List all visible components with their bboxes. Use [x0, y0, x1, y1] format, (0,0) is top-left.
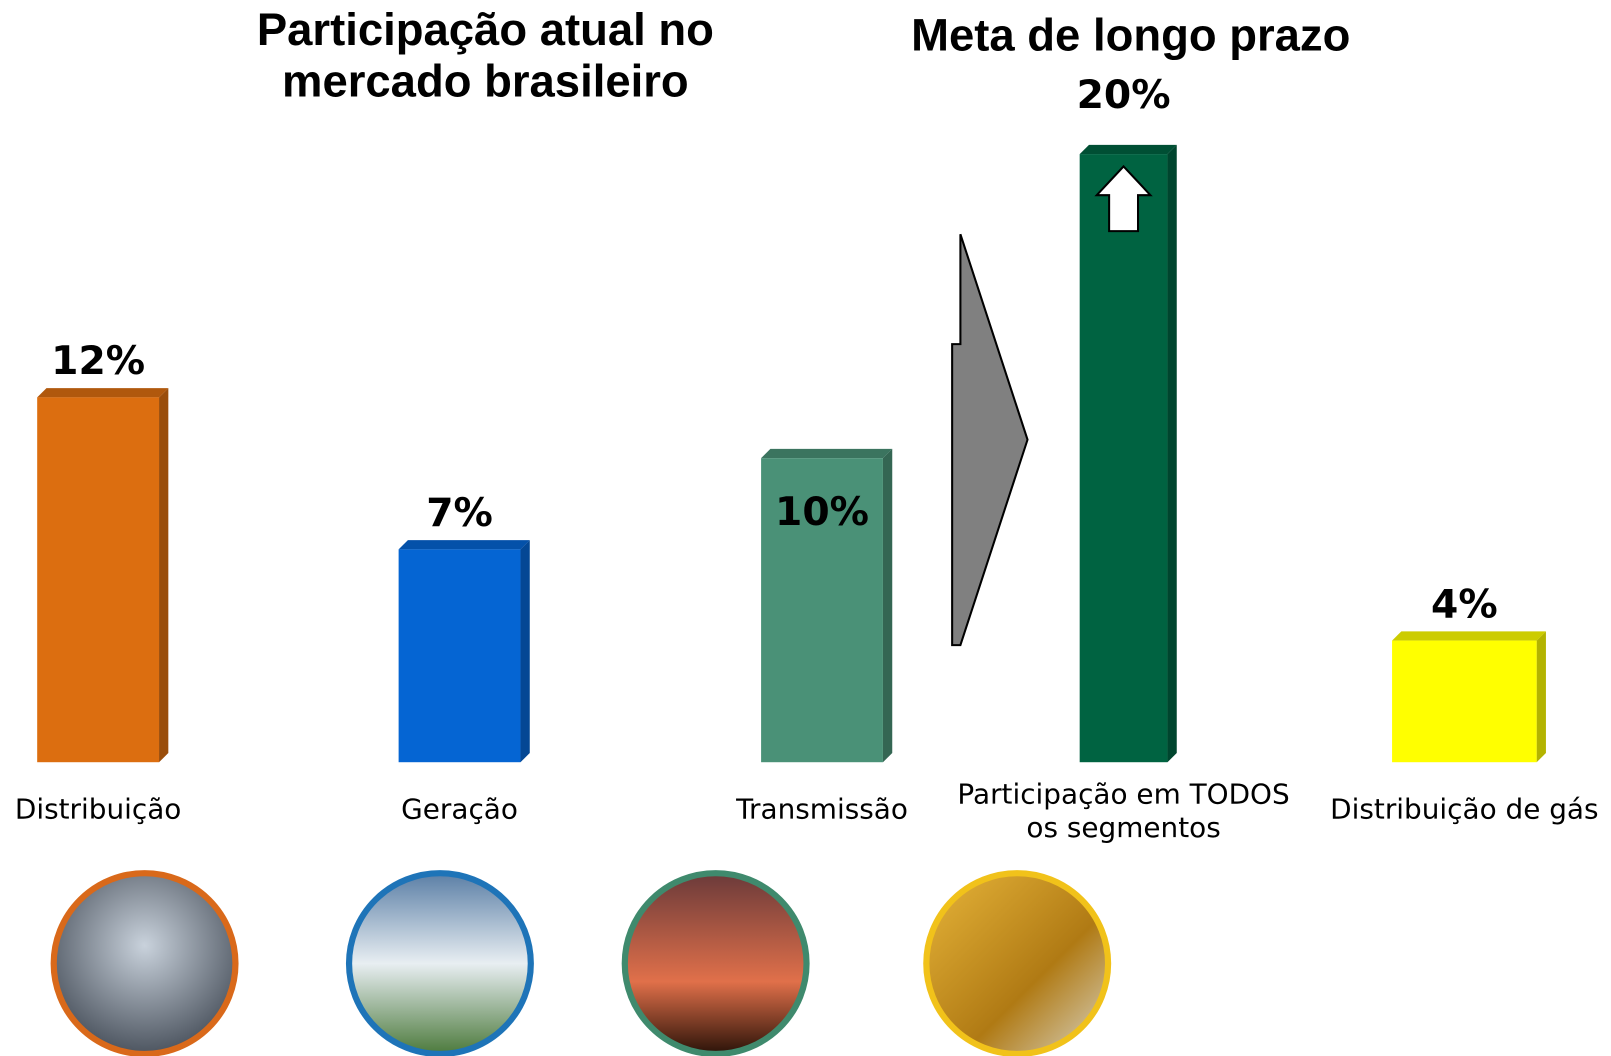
bar-top [761, 448, 893, 459]
bar-top [1079, 144, 1177, 155]
value-label-box: 10% [775, 488, 869, 535]
bar-side [1536, 631, 1546, 763]
value-label: 4% [1431, 580, 1498, 627]
bar-side [159, 388, 169, 763]
bar [1392, 640, 1537, 763]
value-label: 20% [1076, 71, 1171, 118]
x-tick-label-box: Distribuição de gás [1330, 794, 1599, 826]
value-label: 7% [426, 489, 493, 535]
bar [398, 549, 521, 763]
value-label-box: 7% [426, 489, 493, 535]
x-tick-label-box: Participação em TODOS os segmentos [957, 778, 1290, 845]
bar-side [520, 540, 530, 763]
up-arrow [1094, 164, 1153, 233]
photo-transmission [621, 870, 810, 1056]
bar [1079, 154, 1168, 763]
x-tick-label: Participação em TODOS os segmentos [957, 778, 1290, 845]
value-label: 10% [775, 488, 869, 535]
bar-top [1392, 631, 1546, 641]
photos [50, 870, 1112, 1056]
value-label: 12% [51, 337, 146, 383]
x-tick-label: Distribuição de gás [1330, 794, 1599, 826]
photo-gas [923, 870, 1112, 1056]
bar [37, 397, 160, 763]
goal-arrow [951, 233, 1029, 647]
bar-side [1167, 144, 1177, 763]
photo-distribution [50, 870, 239, 1056]
photo-generation [345, 870, 534, 1056]
bar-side [882, 448, 893, 763]
chart-subtitle: Meta de longo prazo [911, 10, 1351, 61]
bar-top [37, 388, 169, 398]
chart-title: Participação atual no mercado brasileiro [256, 5, 714, 107]
x-tick-label-box: Distribuição [14, 794, 182, 826]
x-tick-label-box: Transmissão [736, 794, 908, 826]
value-label-box: 12% [51, 337, 146, 383]
bar [761, 458, 883, 763]
x-tick-label: Geração [401, 794, 518, 826]
x-tick-label: Distribuição [14, 794, 182, 826]
value-label-box: 20% [1076, 71, 1171, 118]
x-tick-label: Transmissão [736, 794, 908, 826]
subtitle-box: Meta de longo prazo [911, 10, 1351, 61]
x-tick-label-box: Geração [401, 794, 518, 826]
bar-top [398, 540, 530, 550]
title-box: Participação atual no mercado brasileiro [256, 5, 714, 107]
value-label-box: 4% [1431, 580, 1498, 627]
